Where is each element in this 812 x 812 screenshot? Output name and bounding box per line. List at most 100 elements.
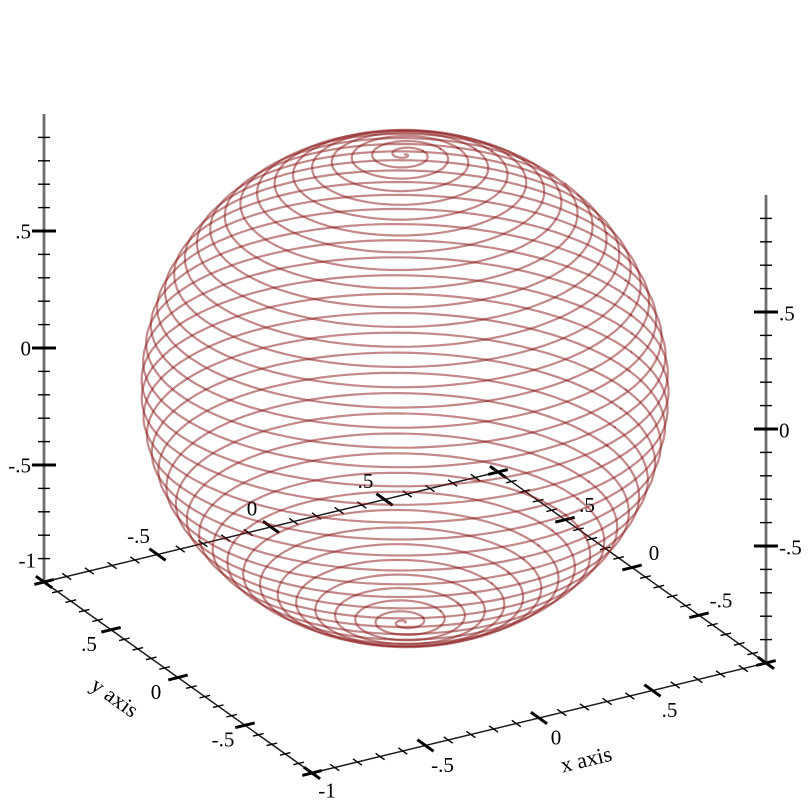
sphere-spiral-curve (239, 137, 563, 272)
sphere-spiral-curve (276, 543, 543, 648)
y-front-minor-tick (252, 732, 264, 737)
sphere-spiral-curve (173, 180, 632, 369)
x-back-minor-tick (175, 545, 186, 553)
sphere-spiral-curve (150, 351, 662, 557)
y-back-minor-tick (639, 575, 651, 579)
x-front-minor-tick (511, 719, 522, 728)
y-front-minor-tick (65, 599, 77, 604)
sphere-spiral-curve (374, 609, 446, 636)
z-left-tick-label: -1 (19, 548, 37, 572)
x-front-minor-tick (738, 664, 749, 673)
x-front-tick-label: 0 (551, 725, 562, 749)
y-back-minor-tick (733, 641, 745, 646)
x-front-minor-tick (692, 675, 703, 684)
y-back-minor-tick (747, 651, 759, 656)
x-axis-title: x axis (558, 741, 614, 778)
sphere-spiral-curve (140, 274, 669, 488)
y-front-major-tick (234, 721, 256, 730)
sphere-spiral-curve (330, 131, 477, 193)
y-back-minor-tick (613, 556, 625, 560)
x-front-minor-tick (579, 703, 590, 711)
x-front-major-tick (643, 683, 662, 698)
y-back-major-tick (487, 468, 509, 476)
x-back-minor-tick (129, 556, 140, 564)
sphere-spiral-curve (145, 239, 663, 449)
axes-layer (32, 114, 778, 781)
sphere-spiral-curve (371, 140, 442, 169)
sphere-spiral-curve (185, 432, 630, 610)
front-corner-tick-label: -1 (318, 778, 336, 802)
sphere-spiral-curve (165, 392, 649, 586)
sphere-spiral-curve (198, 452, 619, 620)
sphere-spiral-curve (354, 599, 466, 642)
x-back-tick-label: -.5 (127, 524, 150, 548)
y-back-minor-tick (666, 594, 678, 599)
x-front-major-tick (530, 710, 548, 726)
sphere-spiral-curve (174, 412, 641, 599)
z-left-tick-label: -.5 (8, 453, 31, 477)
y-front-minor-tick (78, 608, 90, 613)
y-axis-title: y axis (86, 672, 143, 723)
x-front-minor-tick (488, 725, 499, 733)
y-back-tick-label: 0 (649, 541, 660, 565)
x-back-major-tick (148, 547, 167, 562)
sphere-spiral-curve (149, 223, 658, 429)
y-front-minor-tick (185, 685, 197, 689)
sphere-spiral-curve (145, 331, 667, 541)
x-back-minor-tick (334, 506, 345, 515)
y-front-minor-tick (279, 751, 291, 756)
y-front-tick-label: .5 (81, 632, 97, 656)
sphere-spiral-curve (195, 159, 608, 328)
sphere-spiral-curve (211, 471, 606, 629)
sphere-spiral-curve (295, 558, 525, 649)
y-back-major-tick (554, 515, 576, 524)
y-front-major-tick (167, 673, 189, 682)
y-front-minor-tick (266, 742, 278, 747)
x-back-minor-tick (447, 479, 458, 487)
y-back-minor-tick (706, 622, 718, 627)
y-back-tick-label: .5 (579, 493, 595, 517)
x-front-minor-tick (670, 681, 681, 689)
sphere-spiral-curve (156, 207, 651, 409)
labels-layer: -.5 0 .5 -.5 0 .5 .5 0 -.5 .5 0 -.5 .5 0 -.5 -1 .5 0 -.5 -1 (8, 219, 802, 802)
sphere-spiral-curve (226, 490, 592, 636)
y-back-tick-label: -.5 (710, 589, 733, 613)
y-front-major-tick (100, 625, 122, 634)
curve-layer (140, 128, 670, 649)
x-back-tick-label: 0 (247, 496, 258, 520)
x-front-minor-tick (443, 736, 454, 744)
y-back-minor-tick (680, 603, 692, 608)
y-front-minor-tick (51, 589, 63, 594)
z-right-tick-label: 0 (779, 418, 790, 442)
x-front-major-tick (757, 655, 775, 671)
y-back-minor-tick (586, 536, 598, 541)
z-left-tick-label: .5 (15, 219, 31, 243)
y-back-major-tick (688, 611, 710, 620)
x-back-minor-tick (107, 561, 118, 570)
y-front-minor-tick (145, 656, 157, 661)
sphere-spiral-curve (391, 146, 424, 159)
sphere-spiral-curve (142, 311, 669, 524)
y-front-major-tick (301, 769, 323, 777)
x-front-tick-label: .5 (662, 698, 678, 722)
y-back-minor-tick (720, 632, 732, 637)
x-front-minor-tick (397, 747, 408, 755)
y-back-major-tick (621, 563, 643, 572)
sphere-spiral-curve (256, 132, 546, 254)
sphere-spiral-curve (223, 142, 579, 290)
sphere-spiral-curve (163, 193, 642, 389)
sphere-spiral-curve (350, 134, 460, 180)
y-front-minor-tick (159, 666, 171, 670)
sphere-spiral-curve (209, 150, 594, 309)
sphere-spiral-curve (142, 256, 667, 469)
x-front-minor-tick (465, 730, 476, 739)
y-back-minor-tick (505, 479, 517, 484)
y-front-major-tick (33, 578, 55, 586)
y-front-tick-label: -.5 (212, 728, 235, 752)
y-front-tick-label: 0 (151, 680, 162, 704)
sphere-spiral-curve (157, 371, 657, 572)
x-front-minor-tick (556, 708, 567, 717)
y-front-minor-tick (92, 618, 104, 623)
sphere-spiral-curve (140, 292, 670, 506)
